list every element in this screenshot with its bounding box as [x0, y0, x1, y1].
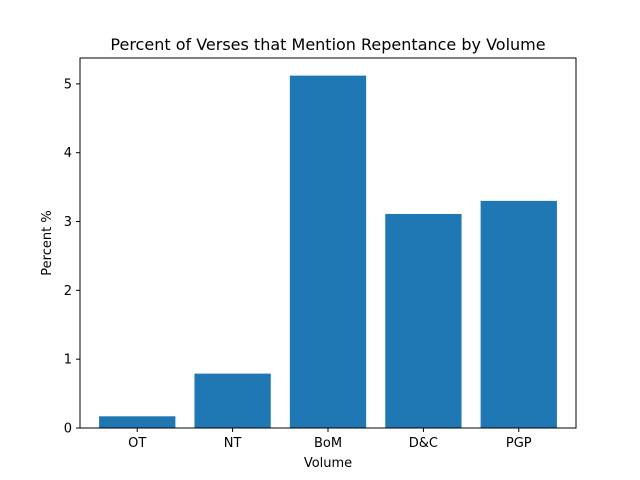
x-tick-label: NT: [224, 436, 242, 451]
bar-ot: [99, 416, 176, 428]
x-axis-ticks: OT NT BoM D&C PGP: [128, 428, 532, 451]
x-tick-label: BoM: [314, 436, 342, 451]
y-axis-label: Percent %: [40, 210, 55, 275]
y-tick-label: 2: [64, 284, 72, 299]
x-tick-label: PGP: [506, 436, 532, 451]
y-tick-label: 4: [64, 146, 72, 161]
x-tick-label: OT: [128, 436, 146, 451]
x-axis-label: Volume: [304, 456, 352, 471]
plot-frame: [79, 57, 577, 429]
y-tick-label: 0: [64, 422, 72, 437]
bar-pgp: [480, 200, 557, 428]
bar-nt: [194, 373, 271, 428]
bar-bom: [289, 75, 367, 428]
bars: [99, 75, 557, 428]
y-tick-label: 3: [64, 215, 72, 230]
y-axis-ticks: 0 1 2 3 4 5: [64, 77, 80, 437]
bar-dc: [385, 213, 462, 428]
y-tick-label: 5: [64, 77, 72, 92]
y-tick-label: 1: [64, 353, 72, 368]
x-tick-label: D&C: [409, 436, 438, 451]
chart-title: Percent of Verses that Mention Repentanc…: [110, 35, 545, 54]
